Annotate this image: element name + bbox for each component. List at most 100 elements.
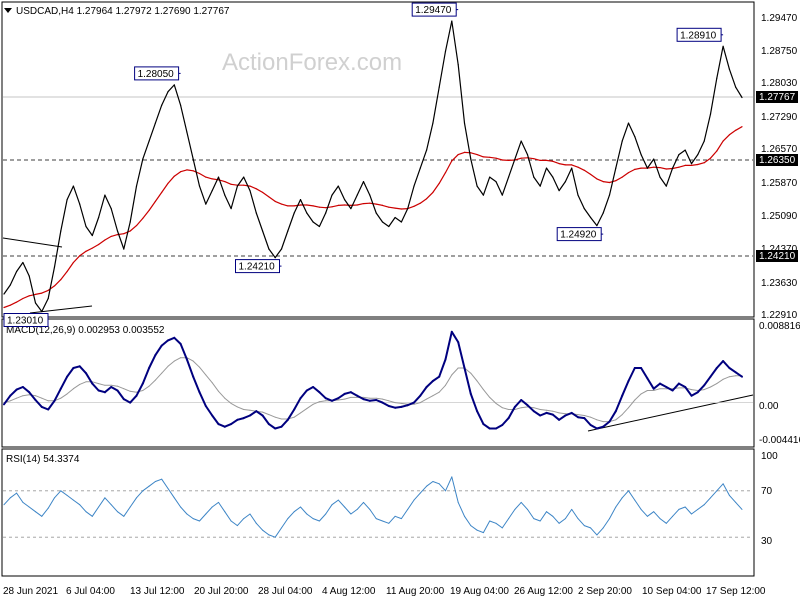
rsi-segment: [382, 520, 390, 524]
moving-average-segment: [135, 217, 144, 227]
macd-segment: [154, 344, 163, 357]
macd-signal-segment: [230, 402, 238, 408]
moving-average-segment: [722, 134, 731, 142]
moving-average-segment: [129, 225, 138, 232]
macd-signal-segment: [621, 407, 629, 416]
price-segment: [41, 297, 49, 313]
price-segment: [615, 140, 623, 169]
macd-segment: [595, 425, 605, 430]
price-segment: [476, 185, 484, 196]
macd-segment: [21, 386, 31, 394]
moving-average-segment: [161, 182, 169, 193]
rsi-segment: [274, 527, 282, 538]
moving-average-segment: [224, 181, 232, 185]
macd-signal-segment: [445, 374, 453, 386]
macd-segment: [671, 382, 680, 392]
rsi-segment: [255, 522, 264, 531]
price-segment: [501, 176, 510, 196]
rsi-segment: [646, 511, 655, 517]
macd-segment: [665, 386, 674, 392]
macd-signal-segment: [236, 406, 245, 410]
price-segment: [154, 104, 163, 124]
rsi-segment: [369, 508, 377, 520]
macd-signal-segment: [382, 398, 390, 402]
moving-average-segment: [589, 173, 598, 180]
price-segment: [274, 248, 283, 259]
rsi-segment: [533, 518, 541, 522]
price-segment: [337, 185, 346, 201]
price-segment: [72, 185, 81, 205]
macd-signal-segment: [520, 406, 528, 409]
price-segment: [621, 122, 630, 142]
moving-average-segment: [615, 176, 623, 182]
rsi-segment: [66, 494, 74, 501]
price-segment: [596, 212, 604, 227]
macd-signal-segment: [218, 390, 226, 399]
rsi-segment: [375, 518, 383, 522]
price-segment: [60, 199, 68, 232]
price-segment: [375, 212, 384, 223]
macd-signal-segment: [199, 366, 207, 376]
macd-segment: [129, 394, 138, 404]
macd-signal-segment: [388, 400, 396, 404]
annotation-label: 1.24920: [560, 230, 597, 241]
macd-signal-segment: [703, 386, 711, 391]
rsi-segment: [457, 501, 465, 517]
moving-average-segment: [280, 203, 289, 207]
time-tick-label: 26 Aug 12:00: [514, 586, 573, 597]
macd-segment: [602, 420, 611, 428]
price-plot: [3, 20, 743, 313]
macd-signal-segment: [432, 391, 440, 397]
macd-signal-segment: [300, 408, 308, 414]
moving-average-segment: [621, 172, 630, 178]
macd-segment: [103, 386, 113, 394]
rsi-segment: [419, 485, 428, 494]
rsi-segment: [3, 497, 11, 506]
macd-signal-segment: [628, 399, 636, 409]
moving-average-segment: [9, 301, 18, 306]
macd-signal-segment: [9, 397, 18, 402]
rsi-segment: [192, 518, 200, 522]
current-price-label: 1.27767: [759, 92, 796, 103]
macd-tick-label: 0.00: [759, 401, 779, 412]
price-panel-frame: [1, 1, 755, 318]
price-segment: [608, 167, 617, 196]
macd-segment: [564, 411, 573, 417]
price-segment: [558, 181, 567, 192]
price-segment: [407, 185, 415, 210]
symbol-menu-icon[interactable]: [4, 8, 12, 13]
price-segment: [180, 104, 188, 133]
price-segment: [735, 86, 743, 99]
price-segment: [53, 230, 62, 268]
macd-segment: [15, 386, 24, 391]
macd-segment: [513, 399, 523, 408]
rsi-segment: [142, 485, 150, 492]
macd-segment: [406, 401, 415, 407]
moving-average-segment: [154, 191, 163, 202]
macd-segment: [551, 413, 561, 421]
macd-signal-segment: [640, 390, 648, 395]
rsi-segment: [9, 492, 18, 499]
macd-signal-segment: [438, 384, 446, 393]
rsi-segment: [596, 527, 604, 536]
price-segment: [381, 221, 390, 228]
macd-segment: [413, 394, 422, 404]
moving-average-segment: [634, 167, 642, 170]
price-segment: [249, 190, 257, 214]
macd-segment: [583, 417, 592, 426]
macd-segment: [255, 410, 264, 417]
price-segment: [173, 84, 182, 106]
moving-average-segment: [476, 154, 484, 158]
macd-segment: [621, 380, 630, 397]
macd-tick-label: 0.008816: [759, 321, 800, 332]
macd-signal-segment: [186, 357, 194, 362]
rsi-segment: [173, 497, 182, 508]
price-segment: [722, 45, 731, 70]
macd-signal-segment: [123, 388, 131, 392]
price-segment: [186, 131, 194, 160]
moving-average-segment: [268, 196, 276, 202]
annotation-label: 1.24210: [239, 262, 276, 273]
price-segment: [369, 194, 377, 214]
moving-average-segment: [646, 166, 655, 169]
rsi-segment: [35, 511, 43, 517]
